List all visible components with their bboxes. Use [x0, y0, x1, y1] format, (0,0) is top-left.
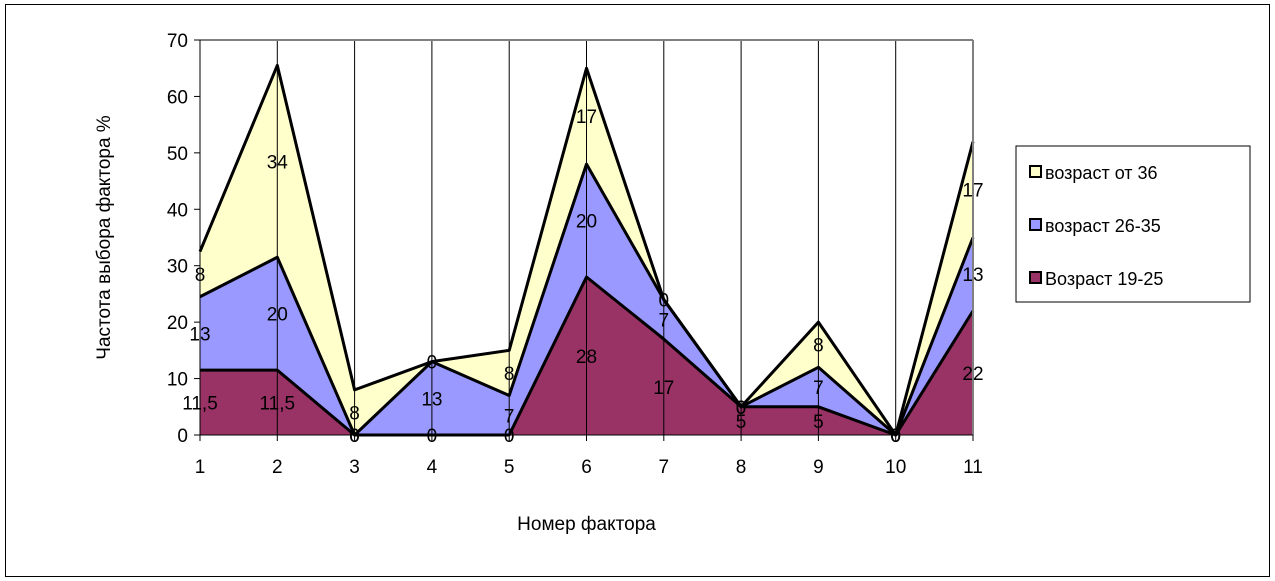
data-label: 5 [813, 412, 824, 433]
x-tick-label: 7 [659, 457, 670, 478]
data-label: 17 [962, 181, 983, 202]
x-tick-label: 9 [813, 457, 824, 478]
legend-label: возраст 26-35 [1045, 216, 1161, 236]
y-tick-label: 20 [167, 313, 188, 334]
legend-swatch [1029, 271, 1042, 284]
x-tick-label: 3 [349, 457, 360, 478]
data-label: 7 [659, 310, 670, 331]
x-tick-label: 11 [963, 457, 983, 478]
data-label: 7 [504, 406, 515, 427]
y-tick-label: 70 [167, 31, 188, 52]
data-label: 13 [421, 389, 442, 410]
data-label: 0 [427, 353, 438, 374]
data-label: 0 [890, 426, 901, 447]
data-label: 8 [813, 336, 824, 357]
data-label: 8 [349, 403, 360, 424]
data-label: 11,5 [260, 394, 296, 415]
data-label: 13 [189, 324, 210, 345]
x-tick-label: 4 [427, 457, 438, 478]
x-tick-label: 6 [581, 457, 592, 478]
data-label: 20 [576, 212, 597, 233]
data-label: 0 [736, 398, 747, 419]
y-tick-label: 50 [167, 144, 188, 165]
legend-swatch [1029, 165, 1042, 178]
legend-label: Возраст 19-25 [1045, 269, 1163, 289]
x-tick-label: 8 [736, 457, 747, 478]
chart-frame [5, 4, 1270, 577]
data-label: 7 [813, 378, 824, 399]
x-tick-label: 1 [195, 457, 206, 478]
y-axis-title: Частота выбора фактора % [94, 115, 115, 360]
y-tick-label: 0 [177, 426, 188, 447]
series-line-1 [200, 275, 975, 437]
data-label: 17 [653, 378, 674, 399]
data-label: 22 [962, 364, 983, 385]
x-tick-label: 2 [272, 457, 283, 478]
y-tick-label: 40 [167, 200, 188, 221]
x-axis-title: Номер фактора [517, 514, 656, 535]
data-label: 28 [576, 347, 597, 368]
data-label: 8 [195, 265, 206, 286]
data-label: 0 [504, 426, 515, 447]
data-label: 20 [267, 305, 288, 326]
data-label: 0 [736, 398, 747, 419]
data-label: 0 [890, 426, 901, 447]
legend-box [1015, 145, 1251, 303]
legend-swatch [1029, 218, 1042, 231]
y-tick-label: 10 [167, 370, 188, 391]
data-label: 13 [962, 265, 983, 286]
x-tick-label: 5 [504, 457, 515, 478]
data-label: 0 [659, 291, 670, 312]
y-tick-label: 60 [167, 87, 188, 108]
data-label: 0 [427, 426, 438, 447]
data-label: 0 [349, 426, 360, 447]
x-tick-label: 10 [885, 457, 906, 478]
data-label: 0 [349, 426, 360, 447]
data-label: 5 [736, 412, 747, 433]
series-line-2 [199, 162, 975, 437]
data-label: 8 [504, 364, 515, 385]
data-label: 34 [267, 152, 289, 173]
data-label: 0 [890, 426, 901, 447]
data-label: 17 [576, 107, 597, 128]
data-label: 11,5 [182, 394, 218, 415]
y-tick-label: 30 [167, 257, 188, 278]
legend-label: возраст от 36 [1045, 163, 1158, 183]
series-line-3 [198, 63, 975, 437]
